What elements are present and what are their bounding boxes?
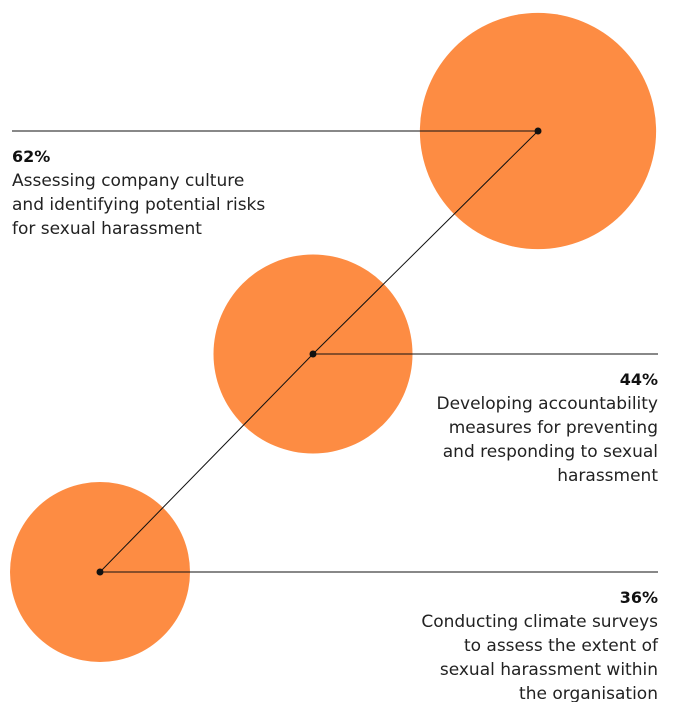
category-line: to assess the extent of	[464, 636, 659, 656]
center-dot	[96, 568, 104, 576]
category-label: Assessing company culture and identifying…	[12, 171, 265, 239]
category-line: the organisation	[519, 684, 658, 702]
category-line: Conducting climate surveys	[421, 612, 658, 632]
value-label: 44%	[620, 370, 658, 389]
category-label: Developing accountability measures for pr…	[436, 394, 658, 486]
category-line: for sexual harassment	[12, 219, 202, 239]
category-line: measures for preventing	[449, 418, 658, 438]
value-label: 62%	[12, 147, 50, 166]
category-line: and responding to sexual	[443, 442, 658, 462]
value-label: 36%	[620, 588, 658, 607]
center-dot	[534, 127, 542, 135]
category-label: Conducting climate surveys to assess the …	[421, 612, 659, 702]
leaders	[12, 127, 658, 576]
category-line: and identifying potential risks	[12, 195, 265, 215]
category-line: Assessing company culture	[12, 171, 244, 191]
category-line: Developing accountability	[436, 394, 658, 414]
center-dot	[309, 350, 317, 358]
category-line: harassment	[557, 466, 658, 486]
category-line: sexual harassment within	[440, 660, 658, 680]
